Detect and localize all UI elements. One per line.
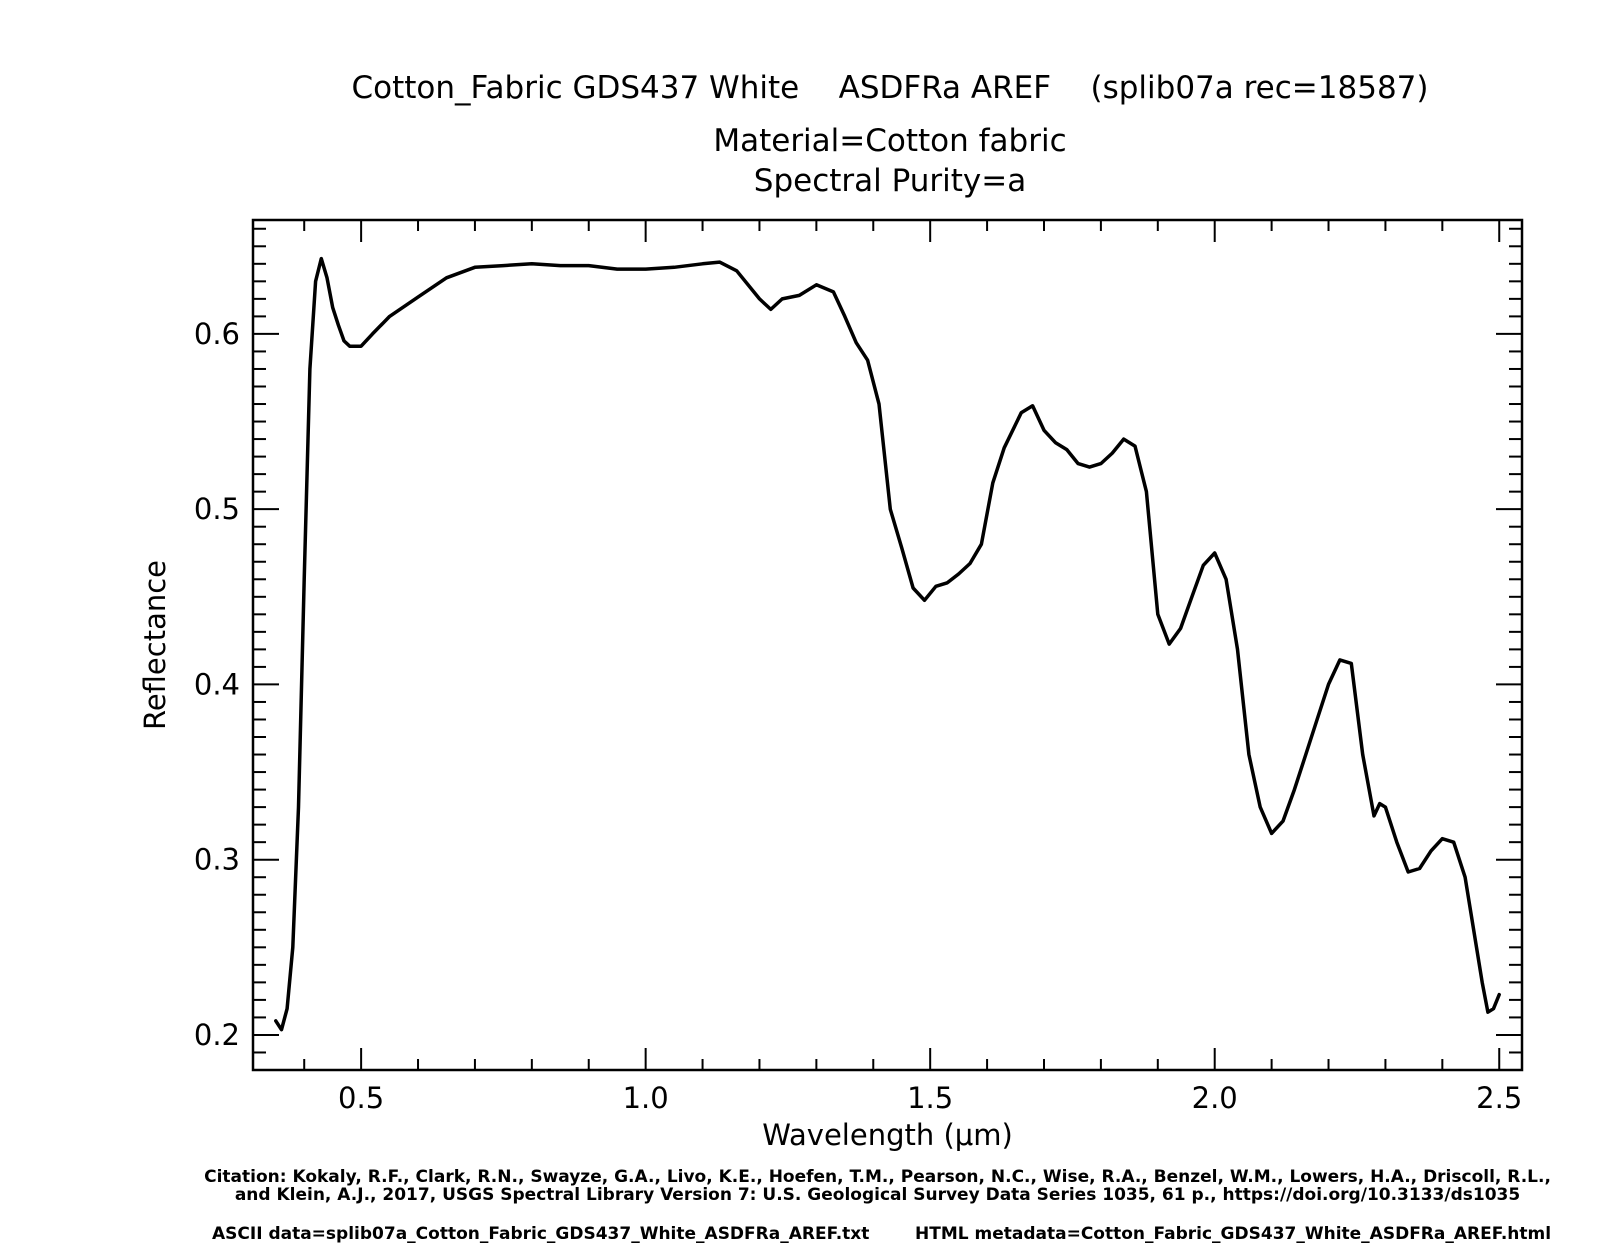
y-tick-label: 0.5 (194, 492, 240, 526)
x-tick-label: 1.5 (907, 1081, 953, 1115)
chart-subtitle-purity: Spectral Purity=a (753, 163, 1027, 199)
plot-frame (251, 218, 1524, 1072)
html-metadata-filename: HTML metadata=Cotton_Fabric_GDS437_White… (915, 1224, 1552, 1244)
y-tick-label: 0.6 (194, 317, 240, 351)
x-tick-label: 2.0 (1192, 1081, 1238, 1115)
chart-subtitle-material: Material=Cotton fabric (713, 123, 1067, 159)
y-axis-label: Reflectance (138, 560, 172, 730)
x-tick-label: 1.0 (623, 1081, 669, 1115)
ascii-data-filename: ASCII data=splib07a_Cotton_Fabric_GDS437… (212, 1224, 870, 1244)
citation-line-1: Citation: Kokaly, R.F., Clark, R.N., Swa… (204, 1167, 1551, 1187)
x-axis-label: Wavelength (μm) (762, 1118, 1013, 1152)
y-tick-label: 0.4 (194, 667, 240, 701)
citation-line-2: and Klein, A.J., 2017, USGS Spectral Lib… (234, 1185, 1521, 1205)
chart-title: Cotton_Fabric GDS437 White ASDFRa AREF (… (351, 70, 1429, 106)
y-tick-label: 0.3 (194, 843, 240, 877)
y-tick-label: 0.2 (194, 1018, 240, 1052)
x-tick-label: 2.5 (1476, 1081, 1522, 1115)
x-tick-label: 0.5 (338, 1081, 384, 1115)
reflectance-series-line (274, 256, 1501, 1032)
